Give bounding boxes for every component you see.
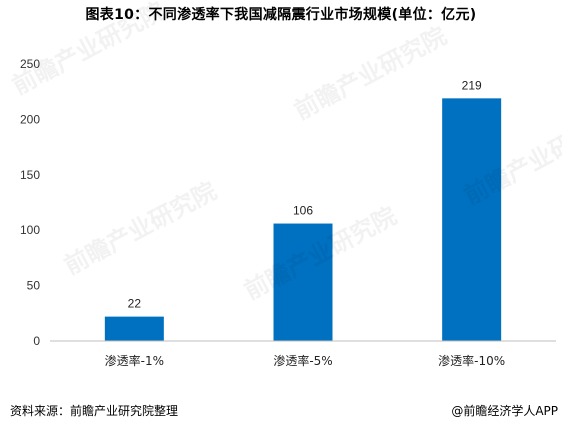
watermark: 前瞻产业研究院 — [8, 0, 169, 100]
y-tick-label: 150 — [20, 168, 40, 182]
bar — [104, 316, 164, 341]
credit-symbol: @ — [451, 404, 464, 418]
y-tick-label: 0 — [33, 334, 40, 348]
data-label: 106 — [293, 204, 313, 218]
source-note: 资料来源：前瞻产业研究院整理 — [10, 404, 179, 418]
data-label: 219 — [462, 78, 482, 92]
bar — [273, 223, 333, 341]
category-label: 渗透率-10% — [438, 353, 505, 368]
watermark: 前瞻产业研究院 — [60, 177, 221, 281]
chart-title: 图表10：不同渗透率下我国减隔震行业市场规模(单位：亿元) — [85, 7, 477, 23]
credit-text: 前瞻经济学人APP — [463, 404, 558, 418]
app-credit: @前瞻经济学人APP — [451, 402, 558, 419]
y-tick-label: 200 — [20, 112, 40, 126]
watermark: 前瞻产业研究院 — [290, 22, 451, 126]
bar — [442, 98, 502, 342]
category-label: 渗透率-5% — [273, 353, 332, 368]
x-axis: 渗透率-1% 渗透率-5% 渗透率-10% — [105, 353, 506, 368]
category-label: 渗透率-1% — [105, 353, 164, 368]
y-axis: 0 50 100 150 200 250 — [20, 57, 40, 348]
y-tick-label: 50 — [27, 279, 41, 293]
y-tick-label: 250 — [20, 57, 40, 71]
data-label: 22 — [128, 297, 142, 311]
y-tick-label: 100 — [20, 223, 40, 237]
